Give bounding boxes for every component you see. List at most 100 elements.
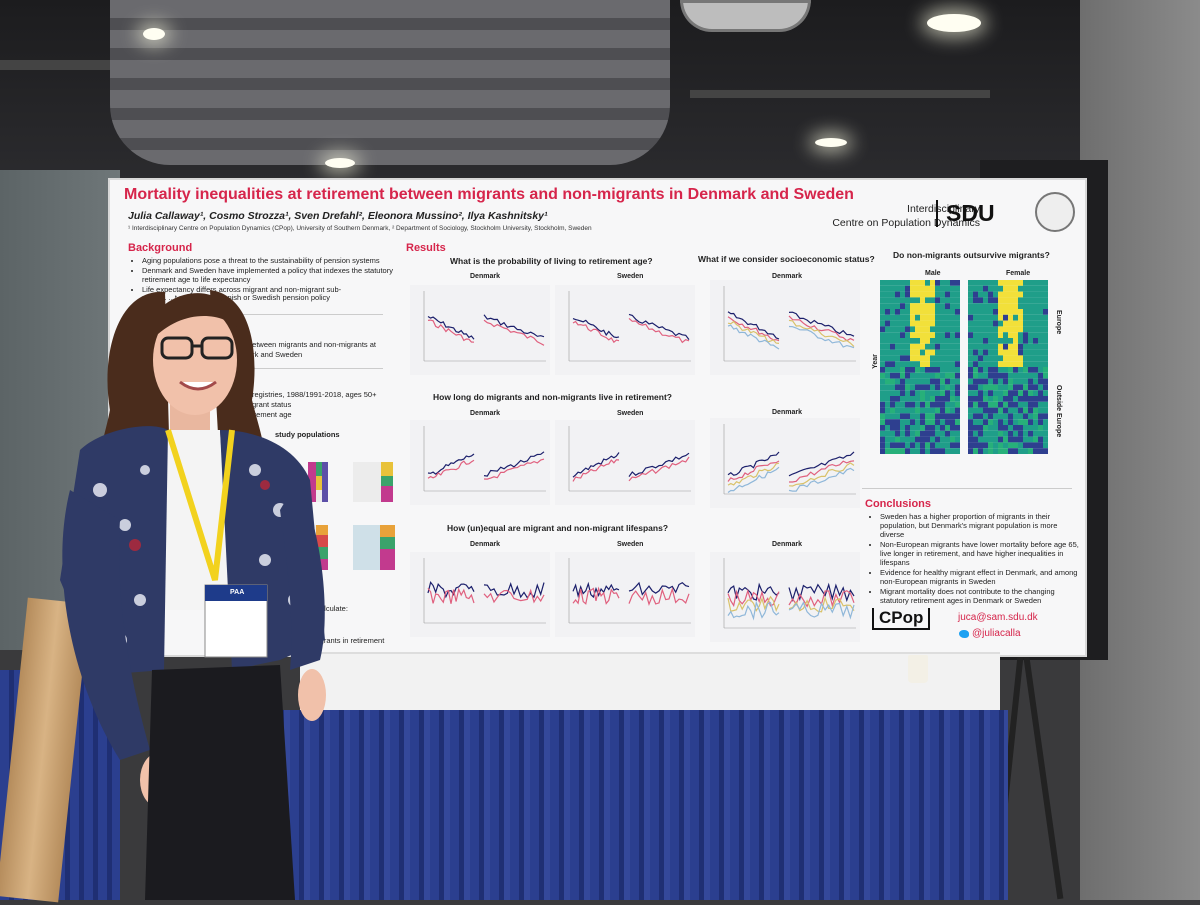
divider	[128, 314, 383, 315]
heatmap-cell	[983, 419, 988, 425]
heatmap-cell	[880, 291, 885, 298]
heatmap-cell	[1038, 425, 1043, 431]
heatmap-cell	[1028, 367, 1033, 373]
heatmap-cell	[1018, 320, 1023, 327]
heatmap-cell	[1013, 320, 1018, 327]
heatmap-cell	[1038, 326, 1043, 333]
heatmap-cell	[925, 401, 930, 408]
country-label: Denmark	[772, 273, 802, 280]
heatmap-cell	[1008, 401, 1013, 408]
heatmap-cell	[1043, 343, 1048, 350]
conclusions-heading: Conclusions	[865, 498, 932, 510]
heatmap-cell	[910, 303, 915, 309]
heatmap-cell	[988, 384, 993, 391]
heatmap-cell	[950, 384, 955, 391]
heatmap-cell	[890, 309, 895, 315]
heatmap-cell	[983, 448, 988, 454]
heatmap-cell	[968, 303, 973, 309]
heatmap-cell	[1008, 332, 1013, 338]
heatmap-cell	[950, 326, 955, 333]
heatmap-cell	[885, 384, 890, 391]
chart-series-line	[727, 460, 780, 482]
chart-series-line	[788, 451, 855, 477]
heatmap-cell	[998, 309, 1003, 315]
heatmap-cell	[1013, 355, 1018, 362]
heatmap-cell	[880, 303, 885, 309]
heatmap-cell	[993, 280, 998, 286]
heatmap-cell	[925, 378, 930, 385]
chart-series-line	[628, 452, 690, 477]
heatmap-cell	[925, 396, 930, 402]
heatmap-cell	[1023, 303, 1028, 309]
heatmap-cell	[920, 297, 925, 304]
heatmap-cell	[895, 384, 900, 391]
chart-series-line	[727, 451, 780, 476]
calculate-text: igrants in retirement	[318, 636, 385, 645]
heatmap-cell	[1008, 291, 1013, 298]
heatmap-cell	[930, 303, 935, 309]
heatmap-cell	[900, 442, 905, 449]
heatmap-cell	[1023, 401, 1028, 408]
heatmap-cell	[978, 390, 983, 396]
heatmap-cell	[910, 413, 915, 420]
heatmap-cell	[978, 309, 983, 315]
heatmap-cell	[955, 436, 960, 443]
heatmap-cell	[1013, 401, 1018, 408]
heatmap-cell	[925, 303, 930, 309]
heatmap-cell	[925, 372, 930, 379]
heatmap-cell	[983, 396, 988, 402]
heatmap-cell	[993, 407, 998, 414]
heatmap-cell	[998, 372, 1003, 379]
heatmap-cell	[940, 442, 945, 449]
heatmap-cell	[1018, 372, 1023, 379]
chart-series-line	[727, 462, 780, 486]
heatmap-cell	[930, 430, 935, 437]
heatmap-cell	[950, 338, 955, 344]
heatmap-cell	[1023, 343, 1028, 350]
heatmap-cell	[905, 361, 910, 367]
heatmap-cell	[905, 338, 910, 344]
heatmap-cell	[993, 448, 998, 454]
heatmap-cell	[968, 297, 973, 304]
poster-title: Mortality inequalities at retirement bet…	[124, 186, 854, 203]
heatmap-cell	[1038, 413, 1043, 420]
university-seal-icon	[1035, 192, 1075, 232]
heatmap-cell	[910, 332, 915, 338]
heatmap-cell	[993, 413, 998, 420]
heatmap-cell	[950, 442, 955, 449]
heatmap-cell	[1038, 448, 1043, 454]
heatmap-cell	[885, 401, 890, 408]
heatmap-cell	[983, 343, 988, 350]
heatmap-cell	[1033, 419, 1038, 425]
chart-series-line	[727, 595, 780, 613]
heatmap-cell	[998, 390, 1003, 396]
heatmap-cell	[920, 378, 925, 385]
chart-series-line	[628, 317, 690, 344]
heatmap-cell	[885, 372, 890, 379]
heatmap-cell	[950, 291, 955, 298]
chart-series-line	[727, 588, 780, 608]
heatmap-cell	[905, 326, 910, 333]
heatmap-cell	[1013, 448, 1018, 454]
heatmap-cell	[988, 407, 993, 414]
heatmap-cell	[998, 448, 1003, 454]
heatmap-cell	[1028, 280, 1033, 286]
paper-cup	[908, 655, 928, 683]
heatmap-cell	[1038, 384, 1043, 391]
heatmap-cell	[968, 448, 973, 454]
heatmap-cell	[925, 280, 930, 286]
chart-series-line	[483, 319, 545, 346]
heatmap-cell	[895, 285, 900, 292]
heatmap-cell	[935, 436, 940, 443]
heatmap-cell	[885, 448, 890, 454]
heatmap-cell	[1013, 384, 1018, 391]
country-label: Denmark	[470, 410, 500, 417]
heatmap-cell	[915, 343, 920, 350]
heatmap-cell	[988, 326, 993, 333]
background-bullet-tail: popul... ...t reflected in Danish or Swe…	[142, 293, 331, 302]
heatmap-cell	[978, 448, 983, 454]
heatmap-cell	[1018, 401, 1023, 408]
heatmap-cell	[945, 448, 950, 454]
heatmap-cell	[950, 367, 955, 373]
heatmap-cell	[935, 407, 940, 414]
